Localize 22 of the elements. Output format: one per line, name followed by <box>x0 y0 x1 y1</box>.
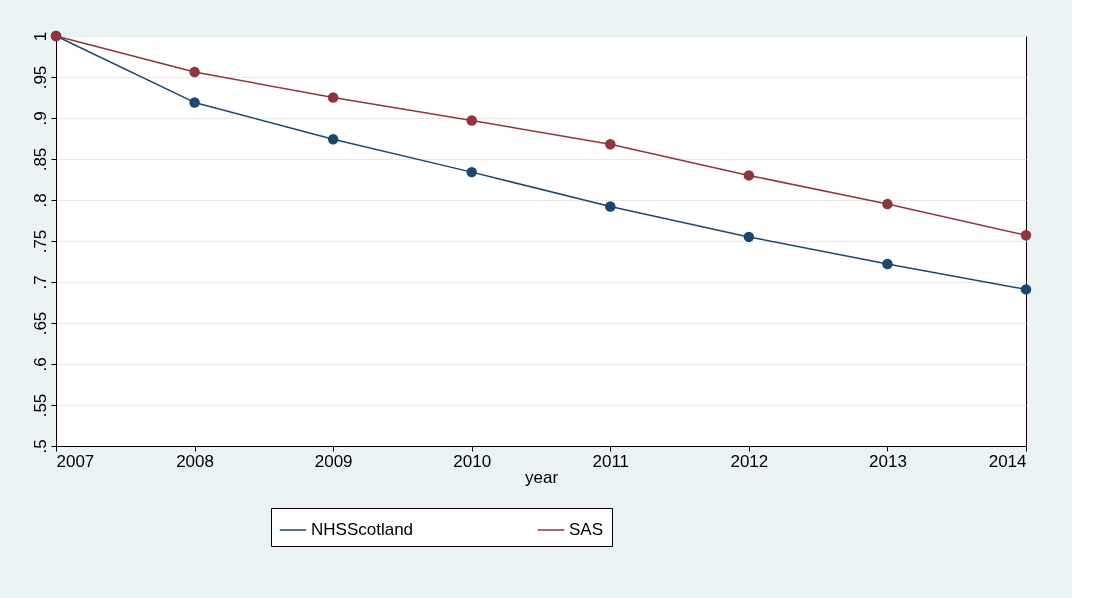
x-tick-label: 2014 <box>988 451 1027 471</box>
x-tick-label: 2008 <box>176 451 214 471</box>
y-tick-label: .6 <box>30 357 50 372</box>
x-tick-label: 2007 <box>56 451 95 471</box>
y-tick-label: .85 <box>30 147 50 172</box>
legend-label: SAS <box>569 520 604 539</box>
legend-label: NHSScotland <box>311 520 414 539</box>
y-tick-label: .65 <box>30 311 50 336</box>
y-tick-label: .8 <box>30 193 50 208</box>
x-tick-label: 2012 <box>730 451 769 471</box>
y-tick-label: 1 <box>30 31 50 42</box>
x-tick-label: 2009 <box>314 451 353 471</box>
y-tick-label: .9 <box>30 111 50 126</box>
y-tick-label: .55 <box>30 393 50 418</box>
y-tick-label: .7 <box>30 275 50 290</box>
x-tick-label: 2011 <box>592 451 630 471</box>
x-tick-label: 2010 <box>453 451 492 471</box>
y-tick-label: .75 <box>30 229 50 254</box>
y-tick-label: .5 <box>30 439 50 454</box>
x-axis-title: year <box>524 467 559 487</box>
x-tick-label: 2013 <box>869 451 907 471</box>
y-tick-label: .95 <box>30 65 50 90</box>
